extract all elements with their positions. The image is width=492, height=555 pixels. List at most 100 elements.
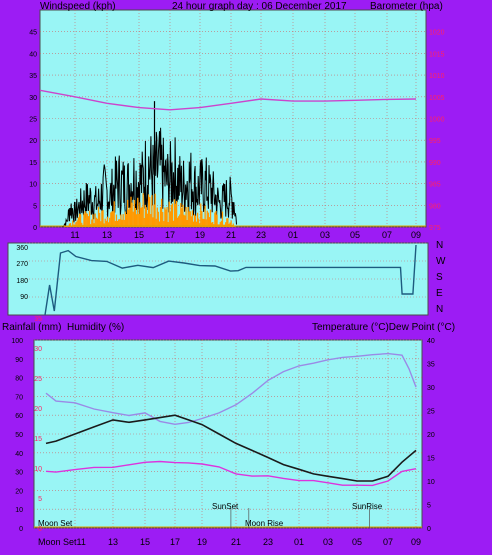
humidity-tick-label: 40 — [15, 451, 23, 458]
time-tick-label: 05 — [350, 230, 360, 240]
direction-tick-270: 270 — [16, 261, 28, 268]
humidity-tick-label: 60 — [15, 413, 23, 420]
humidity-tick-label: 70 — [15, 394, 23, 401]
time-tick-label: 19 — [197, 537, 207, 547]
temperature-tick-label: 40 — [427, 338, 435, 345]
time-tick-label: 11 — [70, 230, 79, 240]
barometer-tick-label: 1020 — [429, 30, 445, 37]
temperature-line — [45, 414, 417, 482]
temperature-axis-title: Temperature (°C)Dew Point (°C) — [312, 322, 455, 333]
windspeed-tick-label: 30 — [29, 95, 37, 102]
direction-tick-360: 360 — [16, 245, 28, 252]
dew-point-line — [45, 460, 417, 487]
barometer-tick-label: 1000 — [429, 117, 445, 124]
time-tick-label: 09 — [411, 230, 421, 240]
barometer-axis-title: Barometer (hpa) — [370, 1, 443, 12]
temperature-tick-label: 15 — [427, 456, 435, 463]
direction-label-n-top: N — [436, 240, 443, 251]
humidity-line — [45, 352, 417, 426]
rainfall-tick-label: 5 — [38, 496, 42, 503]
series-layer — [34, 89, 426, 528]
windspeed-tick-label: 25 — [29, 117, 37, 124]
humidity-tick-label: 20 — [15, 488, 23, 495]
time-tick-label: 07 — [383, 537, 393, 547]
time-tick-label: 23 — [263, 537, 273, 547]
time-tick-label: 21 — [231, 537, 241, 547]
moon-rise-marker-label: Moon Rise — [245, 519, 284, 528]
time-tick-label: 09 — [411, 537, 421, 547]
humidity-tick-label: 90 — [15, 357, 23, 364]
wind-direction-line — [44, 244, 417, 316]
time-tick-label: 03 — [320, 230, 330, 240]
sunset-marker-label: SunSet — [212, 502, 239, 511]
barometer-line — [39, 89, 417, 111]
humidity-axis-title: Humidity (%) — [67, 322, 124, 333]
barometer-tick-label: 975 — [429, 225, 441, 232]
sunrise-marker-label: SunRise — [352, 502, 383, 511]
rainfall-tick-label: 35 — [34, 316, 42, 323]
windspeed-tick-label: 15 — [29, 160, 37, 167]
direction-label-w: W — [436, 256, 446, 267]
time-tick-label: 23 — [256, 230, 266, 240]
time-tick-label: 17 — [170, 537, 180, 547]
rainfall-axis-title: Rainfall (mm) — [2, 322, 61, 333]
time-tick-label: Moon Set11 — [38, 537, 86, 547]
barometer-tick-label: 1015 — [429, 51, 445, 58]
barometer-tick-label: 1010 — [429, 73, 445, 80]
rainfall-tick-label: 10 — [34, 466, 42, 473]
humidity-tick-label: 80 — [15, 376, 23, 383]
time-tick-label: 17 — [165, 230, 175, 240]
barometer-tick-label: 1005 — [429, 95, 445, 102]
barometer-tick-label: 990 — [429, 160, 441, 167]
axis-layer: 0510152025303540459759809859909951000100… — [11, 30, 444, 547]
rainfall-tick-label: 25 — [34, 376, 42, 383]
direction-label-s: S — [436, 272, 443, 283]
windspeed-tick-label: 20 — [29, 138, 37, 145]
temperature-tick-label: 35 — [427, 362, 435, 369]
windspeed-tick-label: 45 — [29, 30, 37, 37]
humidity-tick-label: 50 — [15, 432, 23, 439]
time-tick-label: 21 — [226, 230, 236, 240]
time-tick-label: 19 — [195, 230, 205, 240]
time-tick-label: 03 — [323, 537, 333, 547]
rainfall-tick-label: 0 — [38, 526, 42, 533]
direction-label-e: E — [436, 288, 443, 299]
rainfall-tick-label: 30 — [34, 346, 42, 353]
time-tick-label: 15 — [134, 230, 144, 240]
temperature-tick-label: 25 — [427, 409, 435, 416]
temperature-tick-label: 20 — [427, 432, 435, 439]
temperature-tick-label: 30 — [427, 385, 435, 392]
windspeed-axis-title: Windspeed (kph) — [40, 1, 116, 12]
direction-tick-180: 180 — [16, 278, 28, 285]
time-tick-label: 13 — [102, 230, 112, 240]
windspeed-tick-label: 0 — [33, 225, 37, 232]
barometer-tick-label: 980 — [429, 203, 441, 210]
humidity-tick-label: 10 — [15, 507, 23, 514]
direction-tick-90: 90 — [20, 294, 28, 301]
temperature-tick-label: 10 — [427, 479, 435, 486]
bottom-plot-background — [33, 339, 423, 529]
humidity-tick-label: 100 — [11, 338, 23, 345]
time-tick-label: 01 — [288, 230, 298, 240]
time-tick-label: 01 — [294, 537, 304, 547]
moon-set-marker-label: Moon Set — [38, 519, 73, 528]
direction-label-n-bottom: N — [436, 304, 443, 315]
time-tick-label: 13 — [108, 537, 118, 547]
rainfall-tick-label: 15 — [34, 436, 42, 443]
temperature-tick-label: 0 — [427, 526, 431, 533]
graph-date-title: 24 hour graph day : 06 December 2017 — [172, 1, 347, 12]
humidity-tick-label: 0 — [19, 526, 23, 533]
time-tick-label: 05 — [352, 537, 362, 547]
temperature-tick-label: 5 — [427, 503, 431, 510]
time-tick-label: 07 — [382, 230, 392, 240]
time-tick-label: 15 — [140, 537, 150, 547]
windspeed-tick-label: 40 — [29, 51, 37, 58]
barometer-tick-label: 985 — [429, 182, 441, 189]
rainfall-tick-label: 20 — [34, 406, 42, 413]
windspeed-tick-label: 5 — [33, 203, 37, 210]
windspeed-tick-label: 10 — [29, 182, 37, 189]
windspeed-tick-label: 35 — [29, 73, 37, 80]
barometer-tick-label: 995 — [429, 138, 441, 145]
wind-speed-line — [61, 127, 237, 228]
